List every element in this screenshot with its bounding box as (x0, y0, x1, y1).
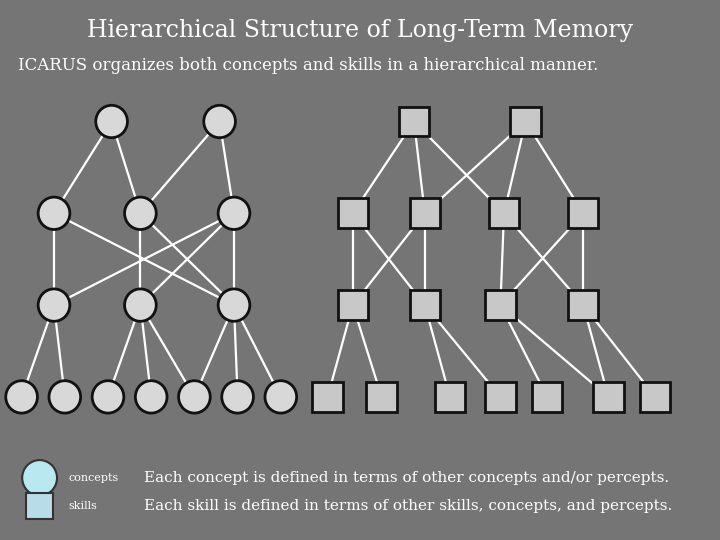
FancyBboxPatch shape (485, 382, 516, 411)
Ellipse shape (6, 381, 37, 413)
FancyBboxPatch shape (532, 382, 562, 411)
FancyBboxPatch shape (435, 382, 465, 411)
FancyBboxPatch shape (489, 198, 519, 228)
Text: Hierarchical Structure of Long-Term Memory: Hierarchical Structure of Long-Term Memo… (87, 19, 633, 42)
Ellipse shape (22, 460, 57, 496)
Ellipse shape (218, 197, 250, 230)
Ellipse shape (204, 105, 235, 138)
Ellipse shape (265, 381, 297, 413)
Ellipse shape (125, 197, 156, 230)
Ellipse shape (92, 381, 124, 413)
Ellipse shape (179, 381, 210, 413)
Text: Each concept is defined in terms of other concepts and/or percepts.: Each concept is defined in terms of othe… (144, 471, 669, 485)
Text: skills: skills (68, 501, 97, 511)
FancyBboxPatch shape (510, 106, 541, 136)
Ellipse shape (125, 289, 156, 321)
Ellipse shape (49, 381, 81, 413)
FancyBboxPatch shape (593, 382, 624, 411)
FancyBboxPatch shape (485, 291, 516, 320)
FancyBboxPatch shape (410, 198, 440, 228)
Text: concepts: concepts (68, 473, 119, 483)
Text: ICARUS organizes both concepts and skills in a hierarchical manner.: ICARUS organizes both concepts and skill… (18, 57, 598, 73)
Text: Each skill is defined in terms of other skills, concepts, and percepts.: Each skill is defined in terms of other … (144, 499, 672, 513)
FancyBboxPatch shape (312, 382, 343, 411)
FancyBboxPatch shape (26, 492, 53, 519)
FancyBboxPatch shape (399, 106, 429, 136)
FancyBboxPatch shape (366, 382, 397, 411)
FancyBboxPatch shape (568, 198, 598, 228)
FancyBboxPatch shape (640, 382, 670, 411)
Ellipse shape (135, 381, 167, 413)
FancyBboxPatch shape (410, 291, 440, 320)
Ellipse shape (218, 289, 250, 321)
FancyBboxPatch shape (568, 291, 598, 320)
Ellipse shape (222, 381, 253, 413)
FancyBboxPatch shape (338, 291, 368, 320)
Ellipse shape (38, 197, 70, 230)
Ellipse shape (38, 289, 70, 321)
FancyBboxPatch shape (338, 198, 368, 228)
Ellipse shape (96, 105, 127, 138)
